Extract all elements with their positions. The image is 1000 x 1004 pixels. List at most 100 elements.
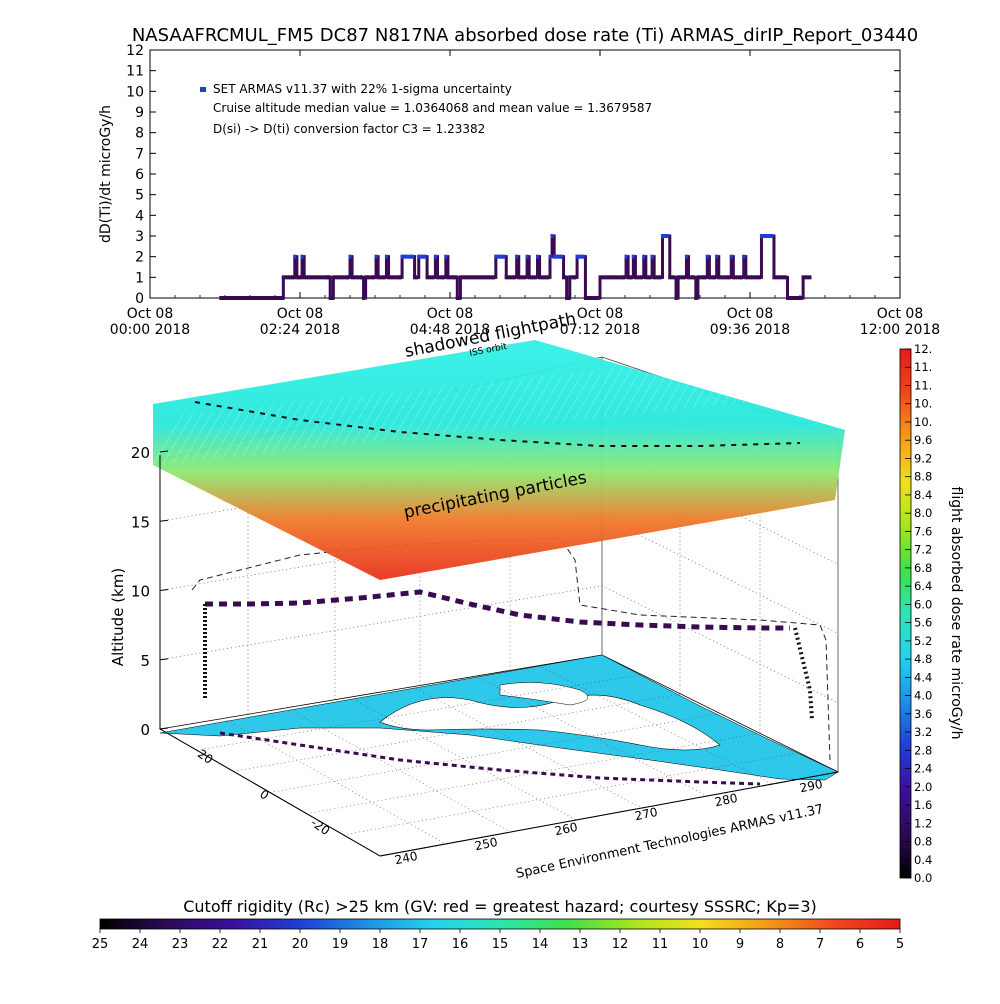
particle-stripe bbox=[452, 382, 484, 434]
data-point bbox=[588, 296, 592, 300]
particle-stripe bbox=[642, 362, 674, 414]
x-tick-label-date: Oct 08 bbox=[127, 306, 173, 322]
rigidity-colorbar-tick-label: 21 bbox=[252, 937, 269, 952]
dose-colorbar-tick-label: 0.8 bbox=[914, 835, 932, 849]
data-point bbox=[448, 275, 452, 280]
floor-grid bbox=[269, 713, 721, 793]
data-point bbox=[642, 254, 646, 259]
data-point bbox=[278, 296, 282, 300]
legend-conversion: D(si) -> D(ti) conversion factor C3 = 1.… bbox=[213, 122, 485, 136]
data-point bbox=[372, 275, 376, 280]
data-point bbox=[300, 254, 304, 259]
data-point bbox=[438, 275, 442, 280]
dose-colorbar-tick-label: 6.0 bbox=[914, 597, 932, 611]
data-point bbox=[331, 275, 335, 280]
data-point bbox=[748, 275, 752, 280]
particle-stripe bbox=[382, 389, 414, 442]
data-point bbox=[507, 275, 511, 280]
data-point bbox=[419, 254, 423, 259]
rigidity-colorbar-tick-label: 10 bbox=[692, 937, 709, 952]
particle-stripe bbox=[442, 383, 474, 435]
data-point bbox=[258, 296, 262, 300]
particle-stripe bbox=[392, 388, 424, 440]
data-point bbox=[260, 296, 264, 300]
data-point bbox=[502, 254, 506, 259]
data-point bbox=[624, 254, 628, 259]
data-point bbox=[527, 275, 531, 280]
data-point bbox=[781, 275, 785, 280]
data-point bbox=[481, 275, 485, 280]
data-point bbox=[600, 275, 604, 280]
data-point bbox=[705, 254, 709, 259]
dose-colorbar-tick-label: 3.6 bbox=[914, 707, 932, 721]
altitude-tick-label: 15 bbox=[131, 513, 150, 531]
data-point bbox=[246, 296, 250, 300]
dose-colorbar-tick-label: 10. bbox=[914, 397, 932, 411]
data-point bbox=[293, 254, 297, 259]
data-point bbox=[479, 275, 483, 280]
data-point bbox=[496, 254, 500, 259]
x-tick-label-time: 07:12 2018 bbox=[560, 322, 640, 338]
data-point bbox=[676, 275, 680, 280]
data-point bbox=[519, 275, 523, 280]
data-point bbox=[678, 275, 682, 280]
legend: SET ARMAS v11.37 with 22% 1-sigma uncert… bbox=[200, 82, 652, 136]
flight-path-descent bbox=[793, 627, 814, 721]
x-tick-label-date: Oct 08 bbox=[427, 306, 473, 322]
data-point bbox=[629, 275, 633, 280]
data-point bbox=[297, 275, 301, 280]
data-point bbox=[612, 275, 616, 280]
particle-stripe bbox=[682, 358, 714, 410]
data-point bbox=[465, 275, 469, 280]
rigidity-colorbar-tick-label: 20 bbox=[292, 937, 309, 952]
land-region bbox=[379, 694, 721, 751]
data-point bbox=[515, 254, 519, 259]
data-point bbox=[228, 296, 232, 300]
data-point bbox=[770, 234, 774, 238]
data-point bbox=[567, 296, 571, 300]
altitude-tick bbox=[159, 519, 169, 522]
data-point bbox=[355, 275, 359, 280]
floor-grid bbox=[286, 707, 512, 833]
data-point bbox=[774, 275, 778, 280]
data-point bbox=[249, 296, 253, 300]
data-point bbox=[703, 275, 707, 280]
data-point bbox=[389, 275, 393, 280]
particle-stripe bbox=[172, 411, 204, 464]
dose-colorbar-tick-label: 9.6 bbox=[914, 433, 932, 447]
dose-colorbar-tick-label: 6.4 bbox=[914, 579, 932, 593]
rigidity-colorbar-tick-label: 13 bbox=[572, 937, 589, 952]
data-point bbox=[681, 275, 685, 280]
particle-stripe bbox=[532, 373, 564, 426]
y-tick-label: 8 bbox=[135, 126, 144, 142]
data-point bbox=[764, 234, 768, 238]
data-point bbox=[504, 275, 508, 280]
data-point bbox=[272, 296, 276, 300]
longitude-axis: 240 250 260 270 280 290 bbox=[379, 771, 839, 867]
chart-title: NASAAFRCMUL_FM5 DC87 N817NA absorbed dos… bbox=[132, 25, 918, 46]
data-point bbox=[586, 296, 590, 300]
dose-colorbar-tick-label: 8.0 bbox=[914, 506, 932, 520]
data-point bbox=[267, 296, 271, 300]
data-point bbox=[486, 275, 490, 280]
data-point bbox=[529, 275, 533, 280]
ground-track bbox=[219, 731, 761, 786]
rigidity-colorbar-tick-label: 23 bbox=[172, 937, 189, 952]
dose-colorbar-tick-label: 0.4 bbox=[914, 853, 932, 867]
dose-colorbar-tick-label: 8.8 bbox=[914, 470, 932, 484]
rigidity-colorbar-tick-label: 25 bbox=[92, 937, 109, 952]
data-point bbox=[284, 275, 288, 280]
data-point bbox=[755, 275, 759, 280]
data-point bbox=[731, 275, 735, 280]
data-point bbox=[603, 275, 607, 280]
data-point bbox=[740, 275, 744, 280]
data-point bbox=[302, 275, 306, 280]
data-point bbox=[223, 296, 227, 300]
rigidity-colorbar-tick-label: 12 bbox=[612, 937, 629, 952]
data-point bbox=[593, 296, 597, 300]
data-point bbox=[792, 296, 796, 300]
data-point bbox=[536, 254, 539, 259]
dose-series bbox=[219, 234, 812, 300]
particle-stripe bbox=[652, 361, 684, 413]
data-point bbox=[644, 275, 648, 280]
